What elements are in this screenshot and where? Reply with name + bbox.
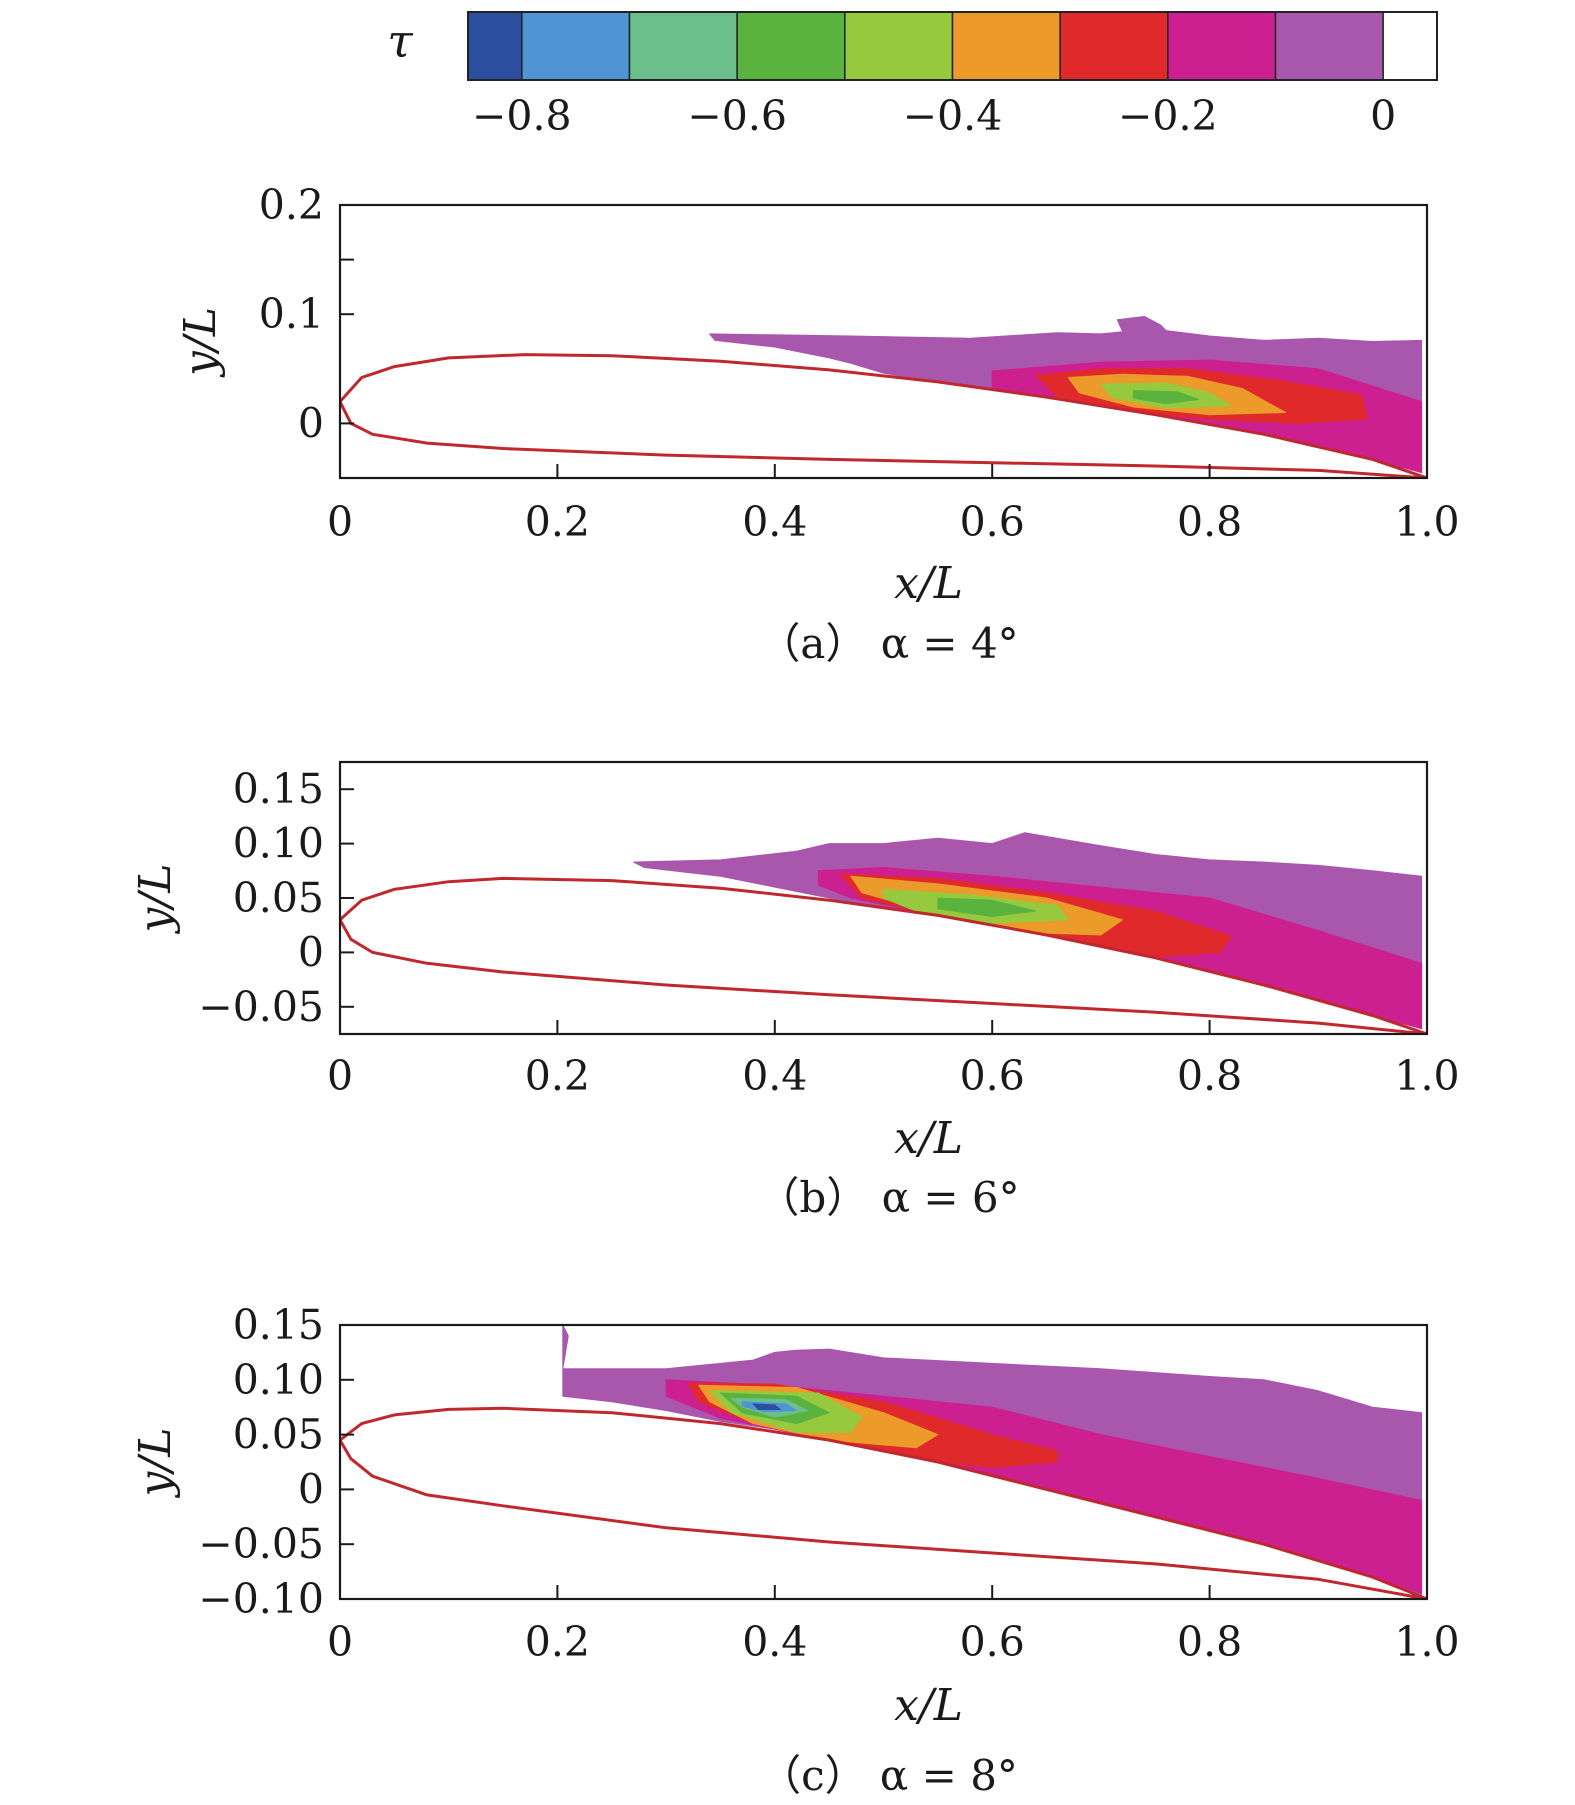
colorbar-tick-label: −0.8 — [472, 92, 572, 140]
panel-a: 0 0.2 0.4 0.6 0.8 1.0 0 0.1 0.2 x/L y/L （a） α = 4° — [175, 181, 1460, 668]
colorbar-title: τ — [387, 14, 414, 68]
colorbar-swatch — [1059, 11, 1169, 81]
plot-frame — [338, 1323, 1429, 1601]
x-tick-label: 1.0 — [1394, 1052, 1459, 1100]
y-tick-label: 0.10 — [233, 1356, 324, 1404]
y-tick-label: 0.10 — [233, 820, 324, 868]
y-tick-label: −0.05 — [198, 1520, 324, 1568]
panel-c: 0 0.2 0.4 0.6 0.8 1.0 −0.10 −0.05 0 0.05 0.10 0.15 x… — [130, 1301, 1460, 1800]
plot-area — [340, 315, 1427, 478]
x-tick-label: 0 — [327, 1618, 353, 1666]
panel-b: 0 0.2 0.4 0.6 0.8 1.0−0.0500.050.100.15x/Ly/L… — [130, 760, 1460, 1222]
colorbar-tick-label: −0.6 — [687, 92, 787, 140]
plot-frame — [338, 203, 1429, 480]
colorbar-tick-label: −0.2 — [1118, 92, 1218, 140]
colorbar-tick-label: −0.4 — [903, 92, 1003, 140]
x-tick-label: 0.4 — [742, 1618, 807, 1666]
y-axis-label: y/L — [130, 1428, 181, 1499]
y-tick-label: −0.05 — [198, 983, 324, 1031]
x-tick-label: 0.2 — [525, 1052, 590, 1100]
y-axis-label: y/L — [175, 307, 226, 378]
airfoil-outline — [340, 1406, 1427, 1599]
x-tick-label: 0.2 — [525, 1618, 590, 1666]
colorbar-frame — [467, 11, 1438, 81]
plot-area — [340, 832, 1427, 1034]
x-tick-label: 1.0 — [1394, 1618, 1459, 1666]
x-tick-label: 0.8 — [1177, 1052, 1242, 1100]
x-tick-label: 0.6 — [960, 1618, 1025, 1666]
contour-region — [937, 897, 1037, 917]
colorbar-swatch — [844, 11, 954, 81]
colorbar-swatch — [628, 11, 738, 81]
y-tick-label: 0.1 — [259, 290, 324, 338]
colorbar-swatch — [521, 11, 631, 81]
contour-region — [752, 1403, 781, 1410]
x-tick-label: 1.0 — [1394, 498, 1459, 546]
panel-caption: （a） α = 4° — [758, 619, 1018, 668]
panel-caption: （b） α = 6° — [757, 1173, 1019, 1222]
x-tick-label: 0.8 — [1177, 1618, 1242, 1666]
colorbar-swatch — [1274, 11, 1384, 81]
panel-caption: （c） α = 8° — [759, 1751, 1018, 1800]
x-tick-label: 0.6 — [960, 1052, 1025, 1100]
colorbar: τ −0.8 −0.6 −0.4 −0.2 0 — [387, 11, 1438, 140]
y-tick-label: 0 — [298, 928, 324, 976]
colorbar-swatch — [736, 11, 846, 81]
y-tick-label: 0.2 — [259, 181, 324, 229]
x-tick-label: 0.6 — [960, 498, 1025, 546]
y-tick-label: 0 — [298, 1465, 324, 1513]
y-tick-label: −0.10 — [198, 1575, 324, 1623]
plot-area — [340, 1325, 1427, 1599]
x-tick-label: 0.4 — [742, 1052, 807, 1100]
airfoil-outline — [340, 876, 1427, 1034]
colorbar-swatch — [1167, 11, 1277, 81]
colorbar-swatch — [1382, 11, 1438, 81]
y-tick-label: 0.05 — [233, 874, 324, 922]
y-tick-label: 0.05 — [233, 1411, 324, 1459]
x-tick-label: 0.8 — [1177, 498, 1242, 546]
x-tick-label: 0.2 — [525, 498, 590, 546]
colorbar-swatch — [951, 11, 1061, 81]
airfoil-outline — [340, 353, 1427, 478]
y-tick-label: 0 — [298, 399, 324, 447]
colorbar-swatch — [467, 11, 523, 81]
x-tick-label: 0.4 — [742, 498, 807, 546]
y-axis-label: y/L — [130, 864, 181, 935]
y-tick-label: 0.15 — [233, 765, 324, 813]
colorbar-tick-label: 0 — [1370, 92, 1396, 140]
y-tick-label: 0.15 — [233, 1301, 324, 1349]
x-axis-label: x/L — [894, 1113, 963, 1164]
contour-region — [1133, 390, 1200, 405]
x-tick-label: 0 — [327, 1052, 353, 1100]
x-axis-label: x/L — [894, 558, 963, 609]
x-axis-label: x/L — [894, 1680, 963, 1731]
x-tick-label: 0 — [327, 498, 353, 546]
